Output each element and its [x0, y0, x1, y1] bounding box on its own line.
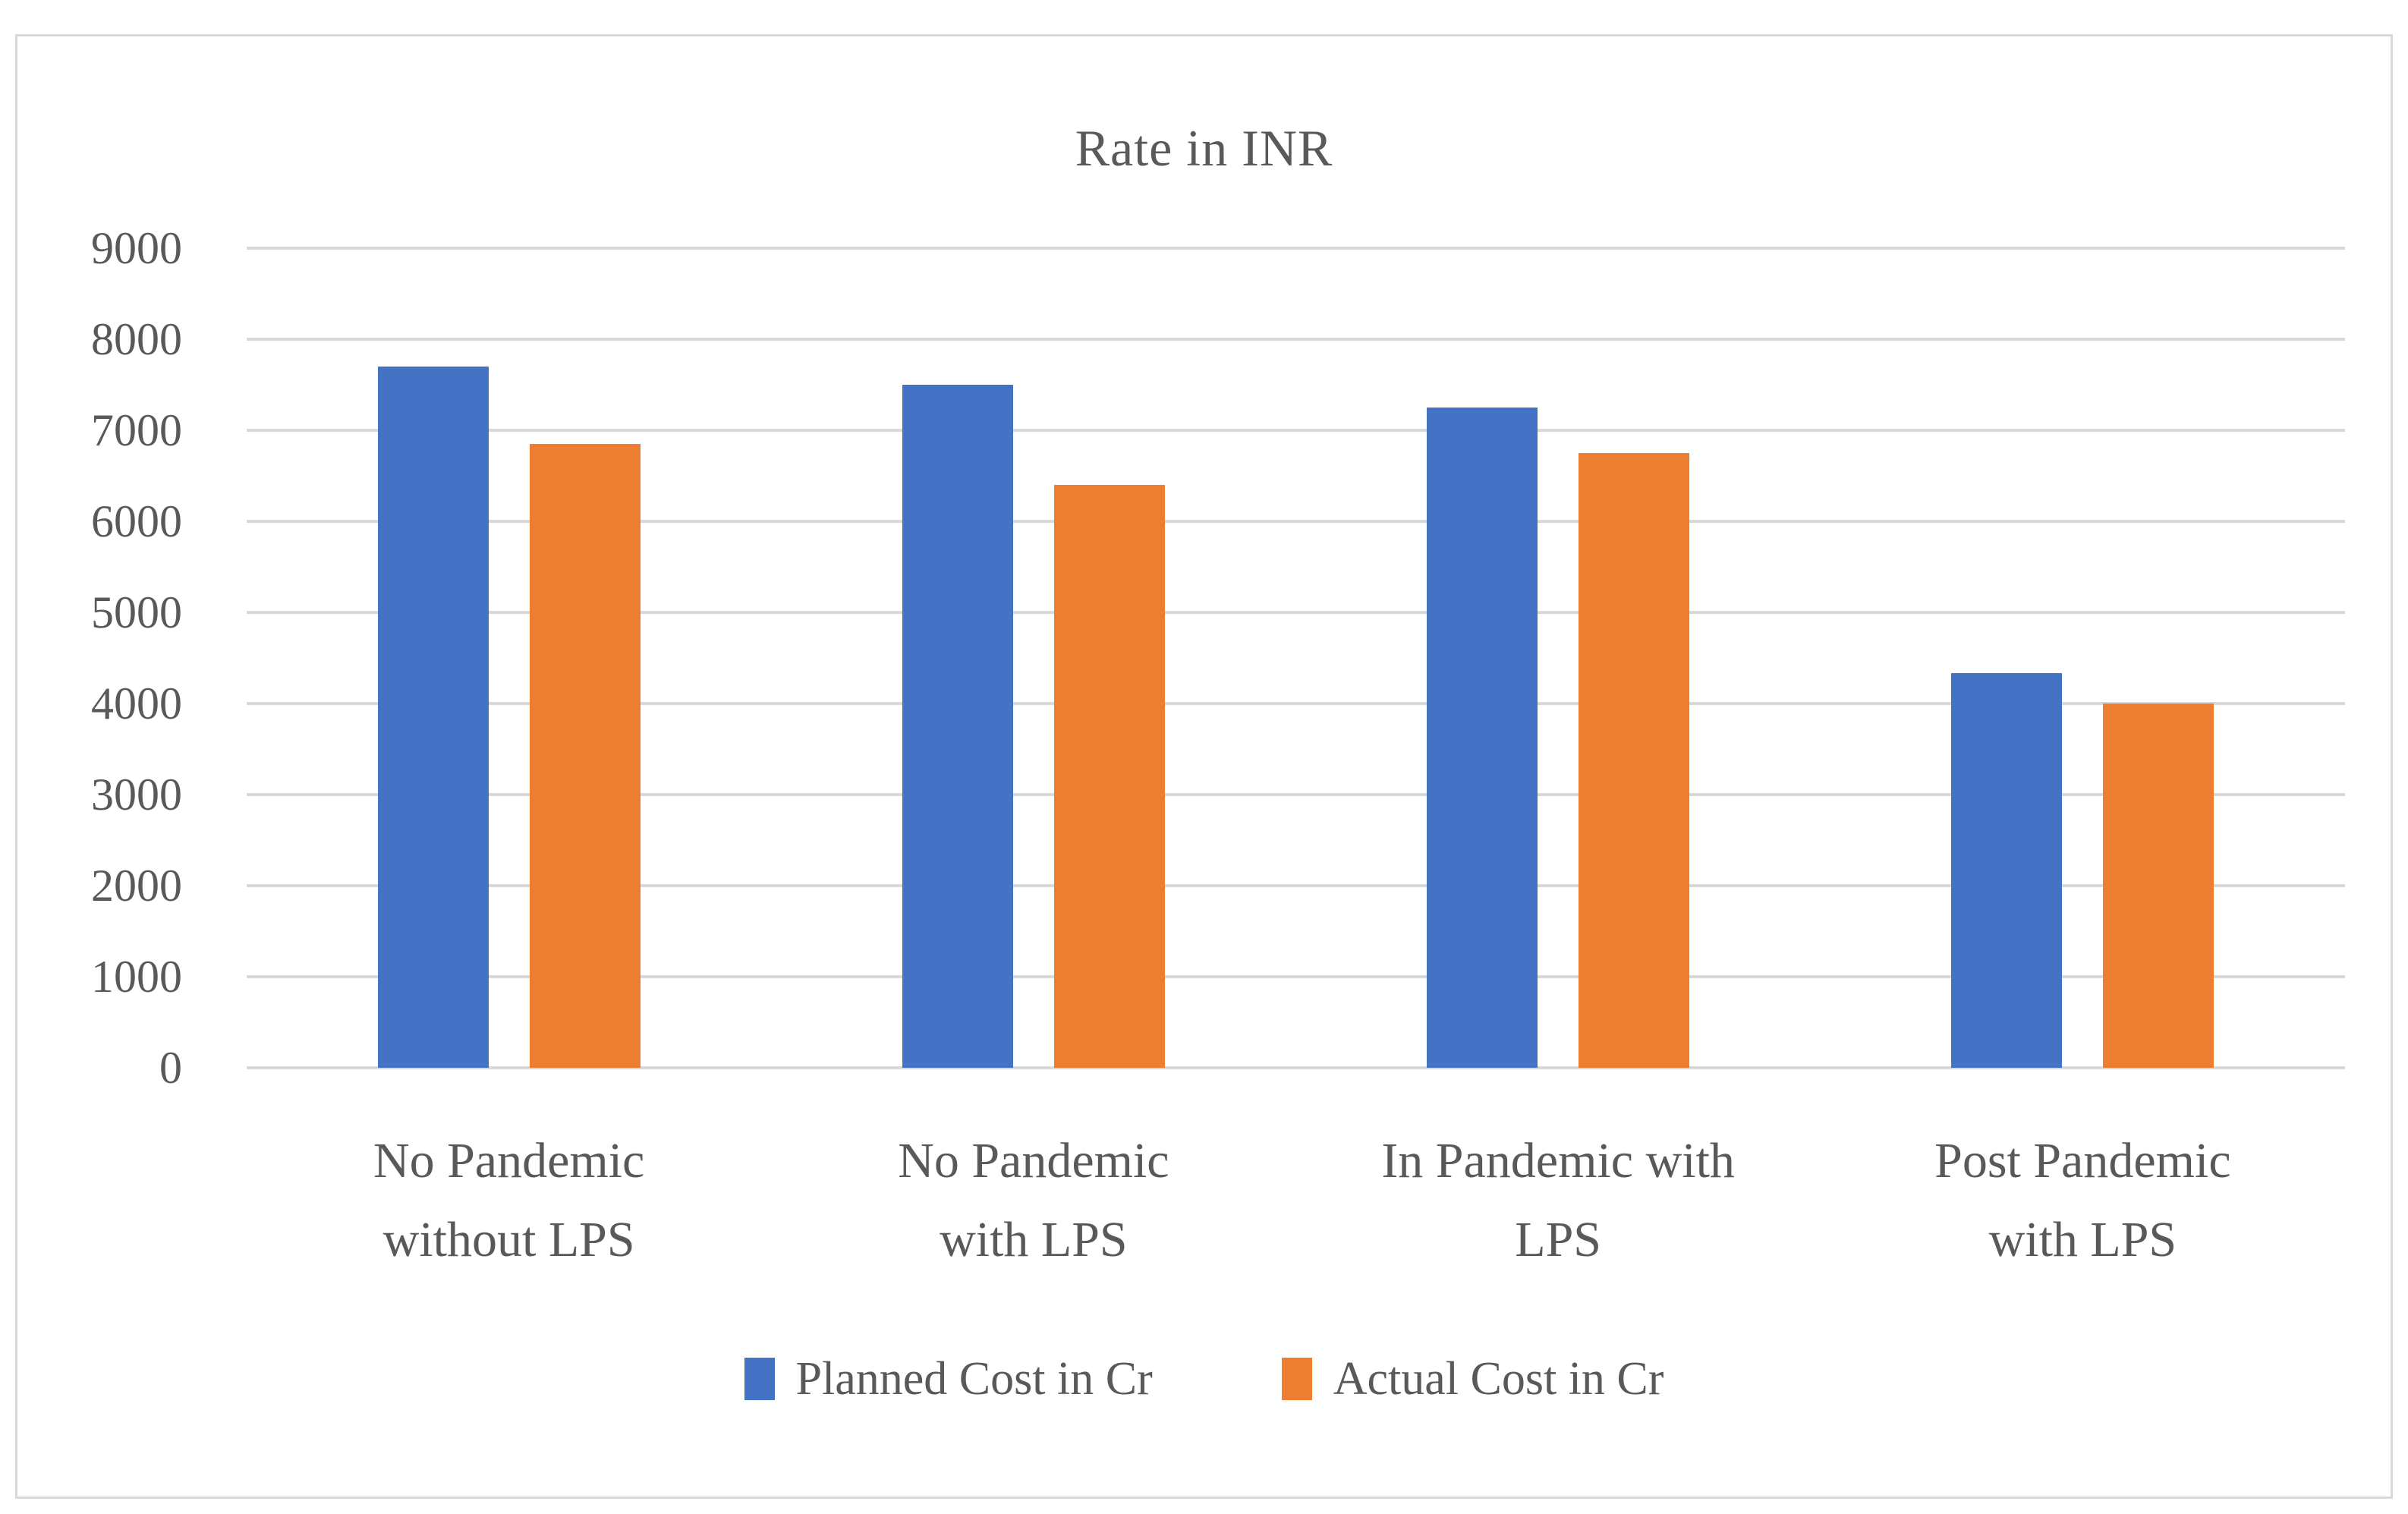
- legend-swatch-icon: [1281, 1358, 1312, 1400]
- y-tick-label: 9000: [91, 223, 182, 273]
- bars-layer: [247, 248, 2345, 1068]
- bar-actual-cost-in-cr: [1053, 485, 1165, 1068]
- bar-planned-cost-in-cr: [377, 367, 489, 1068]
- x-axis-label-line: No Pandemic: [898, 1133, 1169, 1188]
- gridline: [247, 520, 2345, 523]
- gridline: [247, 793, 2345, 796]
- bar-planned-cost-in-cr: [902, 385, 1013, 1068]
- legend-item: Planned Cost in Cr: [744, 1352, 1153, 1405]
- x-axis-label-line: In Pandemic with: [1381, 1133, 1735, 1188]
- gridline: [247, 884, 2345, 887]
- gridline: [247, 247, 2345, 250]
- bar-group: [247, 248, 771, 1068]
- x-axis-category-label: In Pandemic with LPS: [1296, 1122, 1821, 1280]
- gridline: [247, 611, 2345, 614]
- x-axis-label-line: Post Pandemic: [1934, 1133, 2231, 1188]
- legend-swatch-icon: [744, 1358, 775, 1400]
- gridline: [247, 429, 2345, 432]
- y-tick-label: 1000: [91, 952, 182, 1002]
- x-axis-labels: No Pandemic without LPS No Pandemic with LP…: [247, 1122, 2345, 1280]
- y-axis: 0 1000 2000 3000 4000 5000 6000 7000 8000 9000: [46, 223, 182, 1093]
- bar-group: [1296, 248, 1821, 1068]
- y-tick-label: 5000: [91, 587, 182, 637]
- y-tick-label: 3000: [91, 770, 182, 820]
- bar-planned-cost-in-cr: [1951, 673, 2063, 1068]
- gridline: [247, 338, 2345, 341]
- bar-actual-cost-in-cr: [529, 444, 641, 1068]
- y-tick-label: 7000: [91, 405, 182, 455]
- x-axis-category-label: Post Pandemic with LPS: [1821, 1122, 2345, 1280]
- x-axis-category-label: No Pandemic with LPS: [771, 1122, 1295, 1280]
- gridline: [247, 1066, 2345, 1069]
- x-axis-label-line: without LPS: [382, 1212, 635, 1267]
- bar-group: [1821, 248, 2345, 1068]
- bar-planned-cost-in-cr: [1427, 408, 1538, 1068]
- bar-actual-cost-in-cr: [1579, 453, 1690, 1068]
- y-tick-label: 8000: [91, 314, 182, 364]
- x-axis-label-line: with LPS: [1988, 1212, 2177, 1267]
- y-tick-label: 4000: [91, 678, 182, 729]
- x-axis-category-label: No Pandemic without LPS: [247, 1122, 771, 1280]
- x-axis-label-line: No Pandemic: [373, 1133, 645, 1188]
- x-axis-label-line: LPS: [1515, 1212, 1601, 1267]
- legend-item: Actual Cost in Cr: [1281, 1352, 1664, 1405]
- gridline: [247, 702, 2345, 705]
- bar-group: [771, 248, 1295, 1068]
- legend-label: Actual Cost in Cr: [1333, 1353, 1664, 1405]
- legend: Planned Cost in Cr Actual Cost in Cr: [0, 1352, 2408, 1405]
- plot-area: [247, 247, 2345, 1069]
- x-axis-label-line: with LPS: [940, 1212, 1128, 1267]
- y-tick-label: 2000: [91, 861, 182, 911]
- gridline: [247, 975, 2345, 978]
- y-tick-label: 0: [159, 1043, 182, 1093]
- bar-actual-cost-in-cr: [2103, 703, 2214, 1068]
- legend-label: Planned Cost in Cr: [795, 1353, 1153, 1405]
- y-tick-label: 6000: [91, 496, 182, 546]
- chart-title: Rate in INR: [1075, 119, 1333, 177]
